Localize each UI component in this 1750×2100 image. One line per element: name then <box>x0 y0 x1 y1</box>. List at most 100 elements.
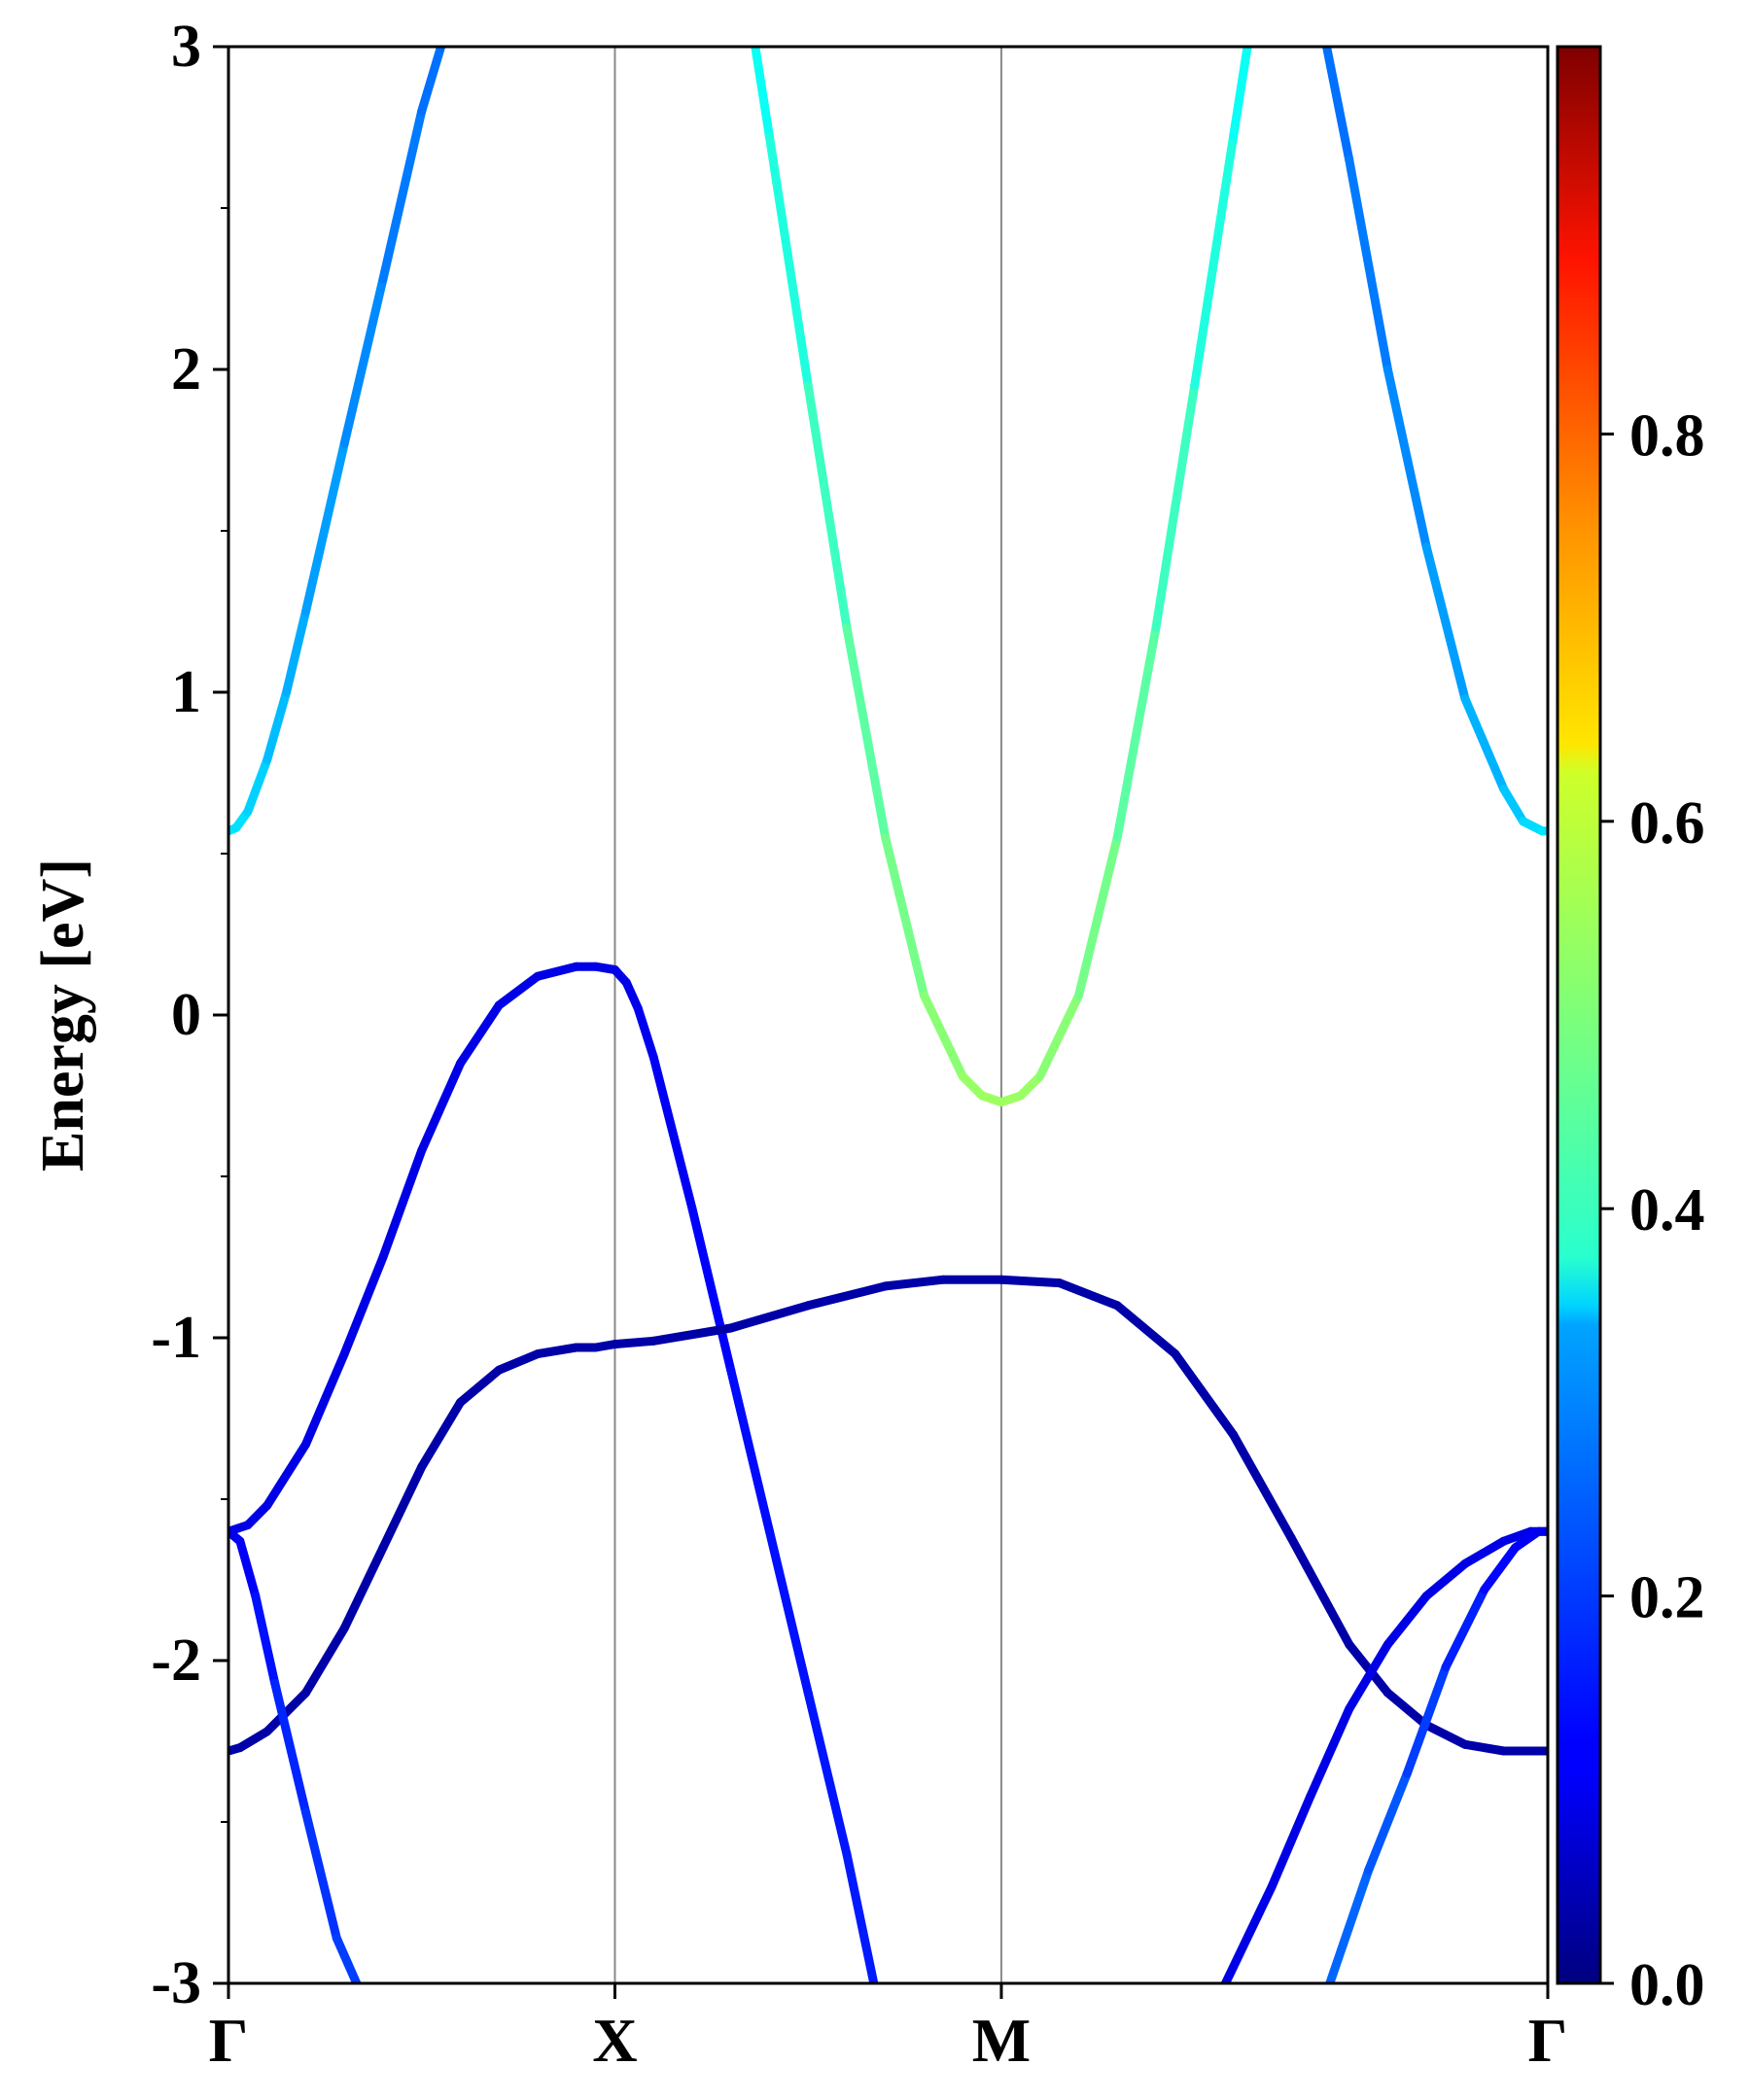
band-segment <box>765 132 813 391</box>
x-tick-label: M <box>972 2006 1031 2075</box>
band-5 <box>228 1275 1548 1756</box>
band-segment <box>1421 1558 1470 1601</box>
band-segment <box>417 1397 465 1472</box>
band-segment <box>1221 1881 1277 1983</box>
band-segment <box>1499 1526 1535 1546</box>
band-segment <box>1499 785 1528 826</box>
band-segment <box>262 1688 310 1736</box>
band-segment <box>282 607 310 697</box>
band-segment <box>494 1349 542 1375</box>
band-segment <box>378 1145 427 1262</box>
band-segment <box>456 1000 504 1068</box>
band-segment <box>648 1323 736 1346</box>
band-segment <box>378 106 427 284</box>
band-segment <box>1345 1639 1392 1714</box>
band-segment <box>1480 1543 1521 1594</box>
high-symmetry-lines <box>613 47 1002 1983</box>
y-tick-label: 1 <box>171 659 201 725</box>
band-segment <box>633 1003 658 1062</box>
band-7 <box>1221 1526 1548 1983</box>
band-segment <box>1382 1688 1431 1730</box>
colorbar-tick-label: 0.4 <box>1629 1177 1705 1243</box>
band-segment <box>1306 1704 1354 1801</box>
band-segment <box>1074 832 1122 1000</box>
band-segment <box>648 1052 697 1213</box>
band-segment <box>1382 365 1431 552</box>
band-segment <box>1511 1526 1543 1553</box>
band-segment <box>1016 1071 1045 1101</box>
y-tick-label: 3 <box>171 14 201 80</box>
band-segment <box>533 962 581 981</box>
band-segment <box>235 1727 272 1753</box>
y-tick-label: 0 <box>171 982 201 1048</box>
x-tick-label: Γ <box>1528 2006 1568 2075</box>
band-segment <box>301 438 349 616</box>
colorbar-tick-label: 0.8 <box>1629 402 1705 469</box>
band-segment <box>456 1365 504 1407</box>
y-tick-label: -2 <box>151 1628 201 1694</box>
band-segment <box>751 47 774 142</box>
band-segment <box>1460 694 1509 794</box>
band-segment <box>494 971 542 1010</box>
colorbar-tick-label: 0.2 <box>1629 1565 1705 1631</box>
band-1 <box>228 47 446 836</box>
band-segment <box>332 1934 362 1983</box>
band-segment <box>842 1849 879 1983</box>
band-segment <box>437 47 446 52</box>
y-axis-ticks: -3 -2 -1 0 1 2 3 <box>151 14 228 2016</box>
band-segment <box>726 1301 813 1333</box>
band-segment <box>1286 1533 1354 1649</box>
band-segment <box>1325 1866 1374 1983</box>
x-tick-label: X <box>592 2006 637 2075</box>
band-segment <box>533 1343 581 1359</box>
band-segment <box>958 1071 987 1101</box>
band-segment <box>270 1678 310 1817</box>
band-segment <box>1460 1536 1509 1568</box>
band-segment <box>251 1592 280 1688</box>
band-segment <box>417 1059 465 1155</box>
band-segment <box>1229 1430 1296 1543</box>
band-segment <box>262 1440 310 1511</box>
y-tick-label: 2 <box>171 336 201 402</box>
band-segment <box>339 1252 388 1359</box>
band-2 <box>751 47 1252 1107</box>
band-segment <box>1171 1349 1238 1440</box>
band-segment <box>803 1281 891 1311</box>
colorbar <box>1556 45 1602 1985</box>
band-segment <box>621 978 643 1013</box>
band-segment <box>1421 1720 1470 1749</box>
band-segment <box>881 832 928 1000</box>
band-segment <box>765 1526 813 1698</box>
colorbar-ticks: 0.0 0.2 0.4 0.6 0.8 <box>1600 402 1705 2018</box>
band-8 <box>1325 1526 1548 1983</box>
band-segment <box>1460 1739 1509 1756</box>
band-segment <box>1267 1791 1315 1891</box>
band-segment <box>726 1365 774 1536</box>
band-segment <box>243 755 272 817</box>
band-segment <box>1364 1768 1412 1875</box>
band-segment <box>687 1204 736 1375</box>
band-segment <box>1112 623 1161 842</box>
band-segment <box>1421 542 1470 704</box>
band-segment <box>262 687 292 765</box>
bands <box>228 47 1548 1983</box>
band-segment <box>1112 1301 1180 1359</box>
band-segment <box>803 1688 852 1859</box>
colorbar-tick-label: 0.0 <box>1629 1952 1705 2018</box>
band-segment <box>1229 47 1252 142</box>
band-segment <box>1055 1278 1122 1311</box>
band-segment <box>920 991 967 1081</box>
band-segment <box>1402 1662 1451 1778</box>
band-segment <box>301 1624 349 1698</box>
band-segment <box>842 623 891 842</box>
band-segment <box>339 274 388 448</box>
y-axis-label: Energy [eV] <box>30 858 96 1172</box>
y-tick-label: -3 <box>151 1950 201 2016</box>
band-segment <box>881 1275 948 1291</box>
band-segment <box>1190 132 1238 391</box>
band-segment <box>378 1462 427 1553</box>
plot-background <box>228 47 1548 1983</box>
band-segment <box>803 381 852 633</box>
